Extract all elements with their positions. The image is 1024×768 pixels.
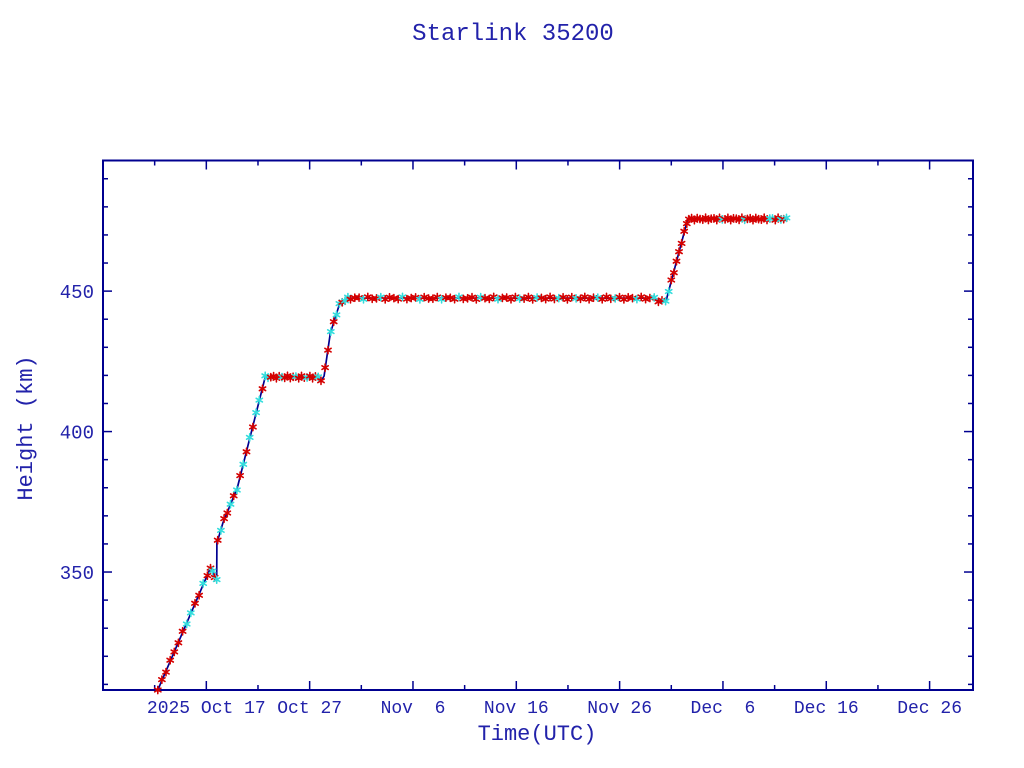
marker-red-asterisk	[675, 247, 683, 257]
marker-cyan-asterisk	[212, 575, 221, 584]
y-tick-label: 400	[60, 423, 94, 445]
marker-red-asterisk	[641, 294, 650, 304]
marker-red-asterisk	[213, 535, 222, 545]
marker-cyan-asterisk	[332, 310, 341, 320]
marker-red-asterisk	[203, 571, 212, 580]
marker-red-asterisk	[223, 508, 232, 518]
marker-cyan-asterisk	[239, 459, 248, 469]
marker-red-asterisk	[317, 376, 325, 386]
x-tick-label: Nov 16	[484, 699, 549, 719]
x-tick-label: Dec 16	[794, 699, 859, 719]
marker-red-asterisk	[170, 647, 179, 657]
marker-red-asterisk	[329, 317, 338, 327]
marker-red-asterisk	[677, 239, 686, 248]
marker-cyan-asterisk	[245, 433, 254, 442]
marker-red-asterisk	[258, 384, 267, 394]
plot-frame	[102, 159, 974, 691]
x-tick-label: Nov 6	[381, 699, 446, 719]
marker-red-asterisk	[242, 447, 251, 457]
marker-cyan-asterisk	[252, 408, 261, 417]
marker-red-asterisk	[667, 275, 676, 285]
marker-red-asterisk	[236, 471, 245, 480]
marker-red-asterisk	[672, 256, 681, 266]
y-tick-label: 450	[60, 282, 94, 304]
marker-cyan-asterisk	[494, 294, 502, 304]
x-tick-label: Dec 26	[897, 699, 962, 719]
marker-cyan-asterisk	[186, 608, 195, 618]
marker-red-asterisk	[162, 667, 170, 677]
marker-red-asterisk	[402, 294, 411, 304]
marker-red-asterisk	[229, 491, 238, 501]
marker-cyan-asterisk	[232, 485, 241, 495]
marker-red-asterisk	[567, 292, 576, 302]
x-tick-label: Oct 27	[277, 699, 342, 719]
marker-red-asterisk	[153, 685, 162, 695]
marker-red-asterisk	[321, 363, 330, 372]
data-series	[153, 213, 791, 695]
marker-cyan-asterisk	[611, 294, 620, 303]
marker-red-asterisk	[537, 293, 546, 303]
marker-cyan-asterisk	[208, 566, 217, 576]
x-axis-title: Time(UTC)	[478, 722, 597, 747]
marker-red-asterisk	[446, 293, 455, 303]
marker-red-asterisk	[157, 675, 166, 684]
marker-cyan-asterisk	[326, 327, 335, 336]
y-axis-title: Height (km)	[14, 355, 39, 500]
x-tick-label: Dec 6	[691, 699, 756, 719]
marker-red-asterisk	[420, 292, 429, 302]
marker-cyan-asterisk	[182, 619, 191, 629]
marker-cyan-asterisk	[661, 296, 670, 306]
marker-red-asterisk	[220, 514, 229, 523]
marker-cyan-asterisk	[782, 213, 791, 223]
marker-red-asterisk	[324, 345, 332, 355]
marker-red-asterisk	[585, 294, 594, 304]
marker-red-asterisk	[174, 638, 183, 648]
marker-cyan-asterisk	[199, 579, 208, 588]
x-tick-label: Nov 26	[587, 699, 652, 719]
marker-red-asterisk	[680, 226, 689, 236]
marker-red-asterisk	[191, 598, 199, 608]
axes: 2025 Oct 17 Oct 27 Nov 6 Nov 16 Nov 26 Dec 6 D…	[60, 159, 974, 719]
marker-red-asterisk	[248, 422, 257, 432]
marker-red-asterisk	[166, 655, 175, 665]
chart-title: Starlink 35200	[412, 21, 614, 48]
marker-red-asterisk	[178, 626, 187, 636]
y-tick-label: 350	[60, 563, 94, 585]
marker-red-asterisk	[669, 268, 678, 278]
marker-red-asterisk	[463, 293, 472, 303]
marker-red-asterisk	[372, 294, 381, 303]
marker-cyan-asterisk	[216, 526, 225, 535]
x-tick-label: 2025 Oct 17	[147, 699, 266, 719]
marker-red-asterisk	[195, 590, 204, 600]
marker-cyan-asterisk	[650, 293, 659, 302]
marker-cyan-asterisk	[664, 287, 673, 296]
marker-cyan-asterisk	[226, 499, 235, 509]
marker-cyan-asterisk	[255, 395, 264, 405]
